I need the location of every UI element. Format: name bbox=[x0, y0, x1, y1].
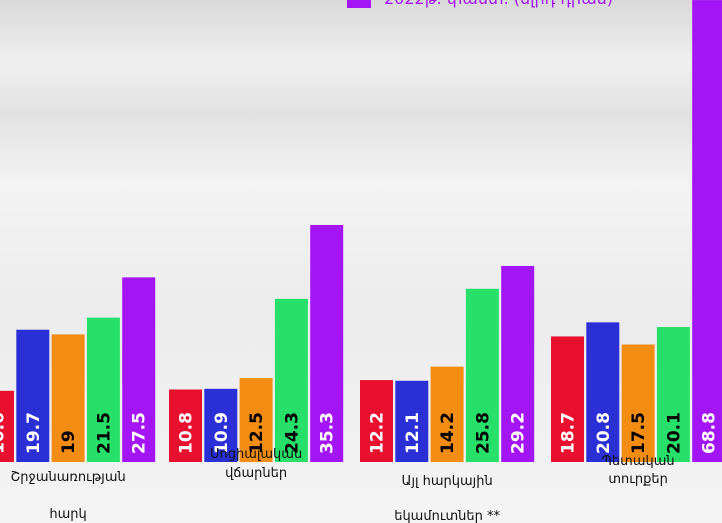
bar bbox=[692, 0, 722, 462]
legend-swatch bbox=[347, 0, 371, 8]
category-label: վճարներ bbox=[225, 466, 287, 481]
value-label: 27.5 bbox=[130, 412, 150, 454]
category-label: Սոցիալական bbox=[210, 447, 302, 462]
category-label: տուրքեր bbox=[608, 472, 668, 487]
category-label: հարկ bbox=[49, 507, 86, 522]
value-label: 29.2 bbox=[509, 412, 529, 454]
value-label: 25.8 bbox=[473, 412, 493, 454]
value-label: 18.7 bbox=[559, 412, 579, 454]
value-label: 19 bbox=[59, 430, 79, 454]
value-label: 17.5 bbox=[629, 412, 649, 454]
category-label: Պետական bbox=[602, 454, 675, 469]
value-label: 20.1 bbox=[664, 412, 684, 454]
value-label: 19.7 bbox=[24, 412, 44, 454]
category-label: Շրջանառության bbox=[10, 470, 125, 485]
value-label: 12.1 bbox=[403, 412, 423, 454]
value-label: 68.8 bbox=[700, 412, 720, 454]
value-label: 21.5 bbox=[94, 412, 114, 454]
value-label: 35.3 bbox=[318, 412, 338, 454]
value-label: 10.8 bbox=[177, 412, 197, 454]
chart: 2022թ. փաստ. (մլրդ դրամ) 10.6 10.8 12.2 18.… bbox=[0, 0, 722, 523]
category-label: եկամուտներ ** bbox=[394, 509, 500, 523]
value-label: 10.6 bbox=[0, 412, 9, 454]
category-label: Այլ հարկային bbox=[401, 474, 492, 489]
legend-label: 2022թ. փաստ. (մլրդ դրամ) bbox=[384, 0, 613, 8]
value-label: 12.2 bbox=[368, 412, 388, 454]
value-label: 14.2 bbox=[438, 412, 458, 454]
value-label: 20.8 bbox=[594, 412, 614, 454]
